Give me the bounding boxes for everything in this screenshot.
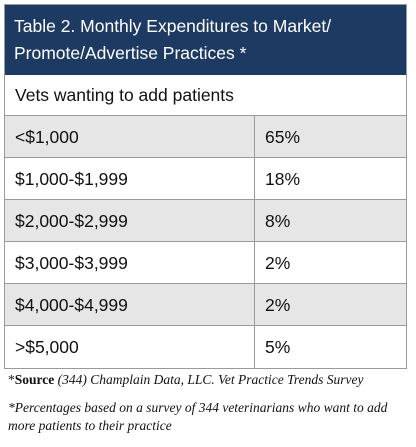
table-cell: 2% (265, 295, 291, 315)
table-row: >$5,000 5% (5, 326, 406, 368)
table-row: $2,000-$2,999 8% (5, 200, 406, 242)
footnote: *Percentages based on a survey of 344 ve… (8, 400, 388, 433)
table-cell: $3,000-$3,999 (5, 242, 255, 283)
table: Table 2. Monthly Expenditures to Market/… (4, 4, 407, 369)
footnote-text: (344) Champlain Data, LLC. Vet Practice … (57, 372, 364, 387)
table-row: <$1,000 65% (5, 116, 406, 158)
table-body: <$1,000 65% $1,000-$1,999 18% $2,000-$2,999 8… (5, 116, 406, 368)
table-cell: 65% (265, 127, 301, 147)
title-line: Table 2. Monthly Expenditures to Market/ (14, 16, 332, 36)
table-cell: $2,000-$2,999 (5, 200, 255, 241)
table-cell: $4,000-$4,999 (5, 284, 255, 325)
table-cell: 8% (265, 211, 291, 231)
table-cell: 18% (265, 169, 301, 189)
table-cell: 5% (265, 337, 291, 357)
table-cell: <$1,000 (5, 116, 255, 157)
table-row: $1,000-$1,999 18% (5, 158, 406, 200)
footnote: *Source (344) Champlain Data, LLC. Vet P… (8, 371, 408, 389)
table-cell: $1,000-$1,999 (5, 158, 255, 199)
table-row: $4,000-$4,999 2% (5, 284, 406, 326)
table-cell: 2% (265, 253, 291, 273)
table-cell: >$5,000 (5, 326, 255, 368)
table-header: Table 2. Monthly Expenditures to Market/… (5, 5, 406, 75)
footnote-label: Source (14, 372, 55, 387)
footnote-marker: * (8, 372, 15, 387)
table-subheader: Vets wanting to add patients (5, 75, 406, 116)
title-line: Promote/Advertise Practices * (14, 43, 247, 63)
table-row: $3,000-$3,999 2% (5, 242, 406, 284)
